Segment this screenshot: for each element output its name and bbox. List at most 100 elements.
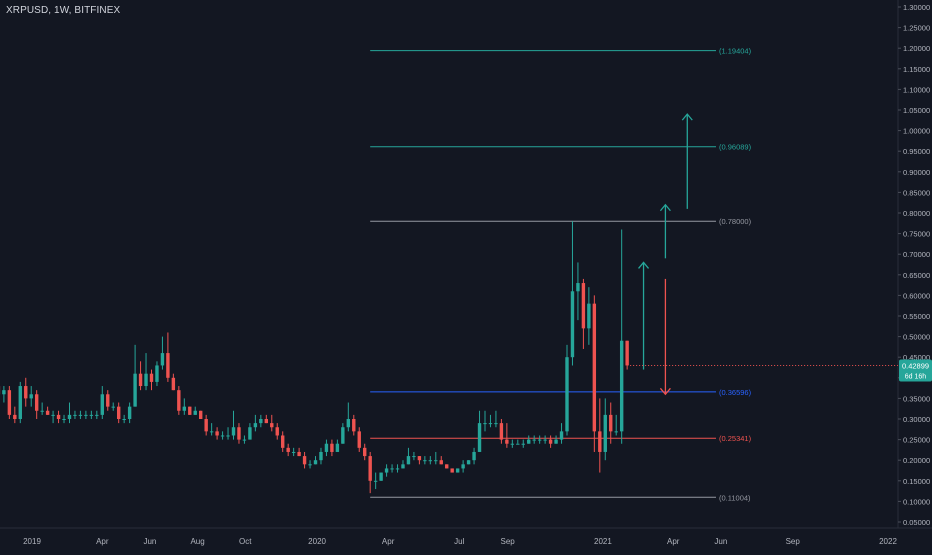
x-tick-label: 2022 <box>879 537 897 546</box>
candle-body <box>265 419 268 423</box>
candle-body <box>620 341 623 432</box>
candle-body <box>516 444 519 445</box>
candle-body <box>423 460 426 461</box>
candle-body <box>73 415 76 416</box>
candle-body <box>79 415 82 416</box>
y-tick-label: 1.10000 <box>903 85 930 94</box>
candle-body <box>505 440 508 444</box>
candle-body <box>270 423 273 427</box>
candle-body <box>150 374 153 382</box>
candle-body <box>286 448 289 452</box>
axis-lines <box>0 0 932 528</box>
candle-body <box>538 440 541 441</box>
level-label: (0.25341) <box>719 434 752 443</box>
candle-body <box>571 291 574 357</box>
candle-body <box>396 468 399 469</box>
price-axis[interactable]: 1.300001.250001.200001.150001.100001.050… <box>898 3 930 527</box>
candle-body <box>330 444 333 452</box>
y-tick-label: 0.95000 <box>903 147 930 156</box>
candle-body <box>172 378 175 390</box>
y-tick-label: 1.05000 <box>903 106 930 115</box>
x-tick-label: Sep <box>786 537 801 546</box>
candle-body <box>379 473 382 481</box>
y-tick-label: 0.15000 <box>903 477 930 486</box>
y-tick-label: 0.70000 <box>903 250 930 259</box>
x-tick-label: Apr <box>96 537 109 546</box>
candle-body <box>560 431 563 439</box>
candle-body <box>8 390 11 415</box>
candle-body <box>95 415 98 416</box>
candle-body <box>259 419 262 423</box>
candle-body <box>84 415 87 416</box>
x-tick-label: Apr <box>382 537 395 546</box>
candle-body <box>500 423 503 439</box>
candle-body <box>554 440 557 444</box>
x-tick-label: 2019 <box>23 537 41 546</box>
candle-body <box>248 427 251 439</box>
candle-body <box>90 415 93 416</box>
candle-body <box>161 353 164 365</box>
candle-body <box>461 464 464 468</box>
candle-body <box>352 419 355 431</box>
x-tick-label: Sep <box>501 537 516 546</box>
candle-body <box>226 435 229 436</box>
candle-body <box>347 419 350 427</box>
candle-body <box>434 460 437 461</box>
candle-body <box>412 456 415 457</box>
candle-body <box>237 427 240 439</box>
y-tick-label: 0.25000 <box>903 436 930 445</box>
candle-body <box>527 440 530 444</box>
candle-body <box>407 456 410 464</box>
candle-body <box>401 464 404 468</box>
candle-body <box>19 386 22 419</box>
candle-body <box>276 427 279 435</box>
candle-body <box>522 444 525 445</box>
candle-body <box>341 427 344 443</box>
y-tick-label: 1.00000 <box>903 127 930 136</box>
candle-body <box>308 464 311 465</box>
candle-body <box>456 468 459 472</box>
candle-body <box>139 374 142 386</box>
candle-body <box>314 460 317 464</box>
candle-body <box>478 423 481 452</box>
candle-body <box>543 440 546 441</box>
y-tick-label: 0.10000 <box>903 497 930 506</box>
y-tick-label: 1.30000 <box>903 3 930 12</box>
candle-body <box>221 435 224 436</box>
candle-body <box>68 415 71 419</box>
candle-body <box>593 304 596 432</box>
level-label: (1.19404) <box>719 47 752 56</box>
candle-body <box>325 444 328 452</box>
y-tick-label: 0.35000 <box>903 394 930 403</box>
candle-body <box>46 411 49 415</box>
y-tick-label: 0.05000 <box>903 518 930 527</box>
x-tick-label: Jul <box>454 537 464 546</box>
candle-body <box>24 386 27 398</box>
candle-body <box>62 419 65 420</box>
y-tick-label: 0.55000 <box>903 312 930 321</box>
price-tag-value: 0.42899 <box>902 361 929 370</box>
candle-body <box>166 353 169 378</box>
candle-body <box>494 423 497 424</box>
candle-body <box>281 435 284 447</box>
candle-body <box>472 452 475 460</box>
x-tick-label: 2021 <box>594 537 612 546</box>
candle-body <box>35 394 38 410</box>
candle-body <box>133 374 136 407</box>
candle-body <box>565 357 568 431</box>
candle-body <box>199 411 202 419</box>
candle-body <box>204 419 207 431</box>
candle-body <box>13 415 16 419</box>
candle-body <box>122 419 125 420</box>
candle-body <box>450 468 453 472</box>
candle-body <box>194 411 197 415</box>
candle-body <box>467 460 470 464</box>
candle-body <box>155 365 158 381</box>
candle-body <box>144 374 147 386</box>
x-tick-label: Aug <box>190 537 204 546</box>
x-tick-label: 2020 <box>308 537 326 546</box>
candle-body <box>587 304 590 329</box>
